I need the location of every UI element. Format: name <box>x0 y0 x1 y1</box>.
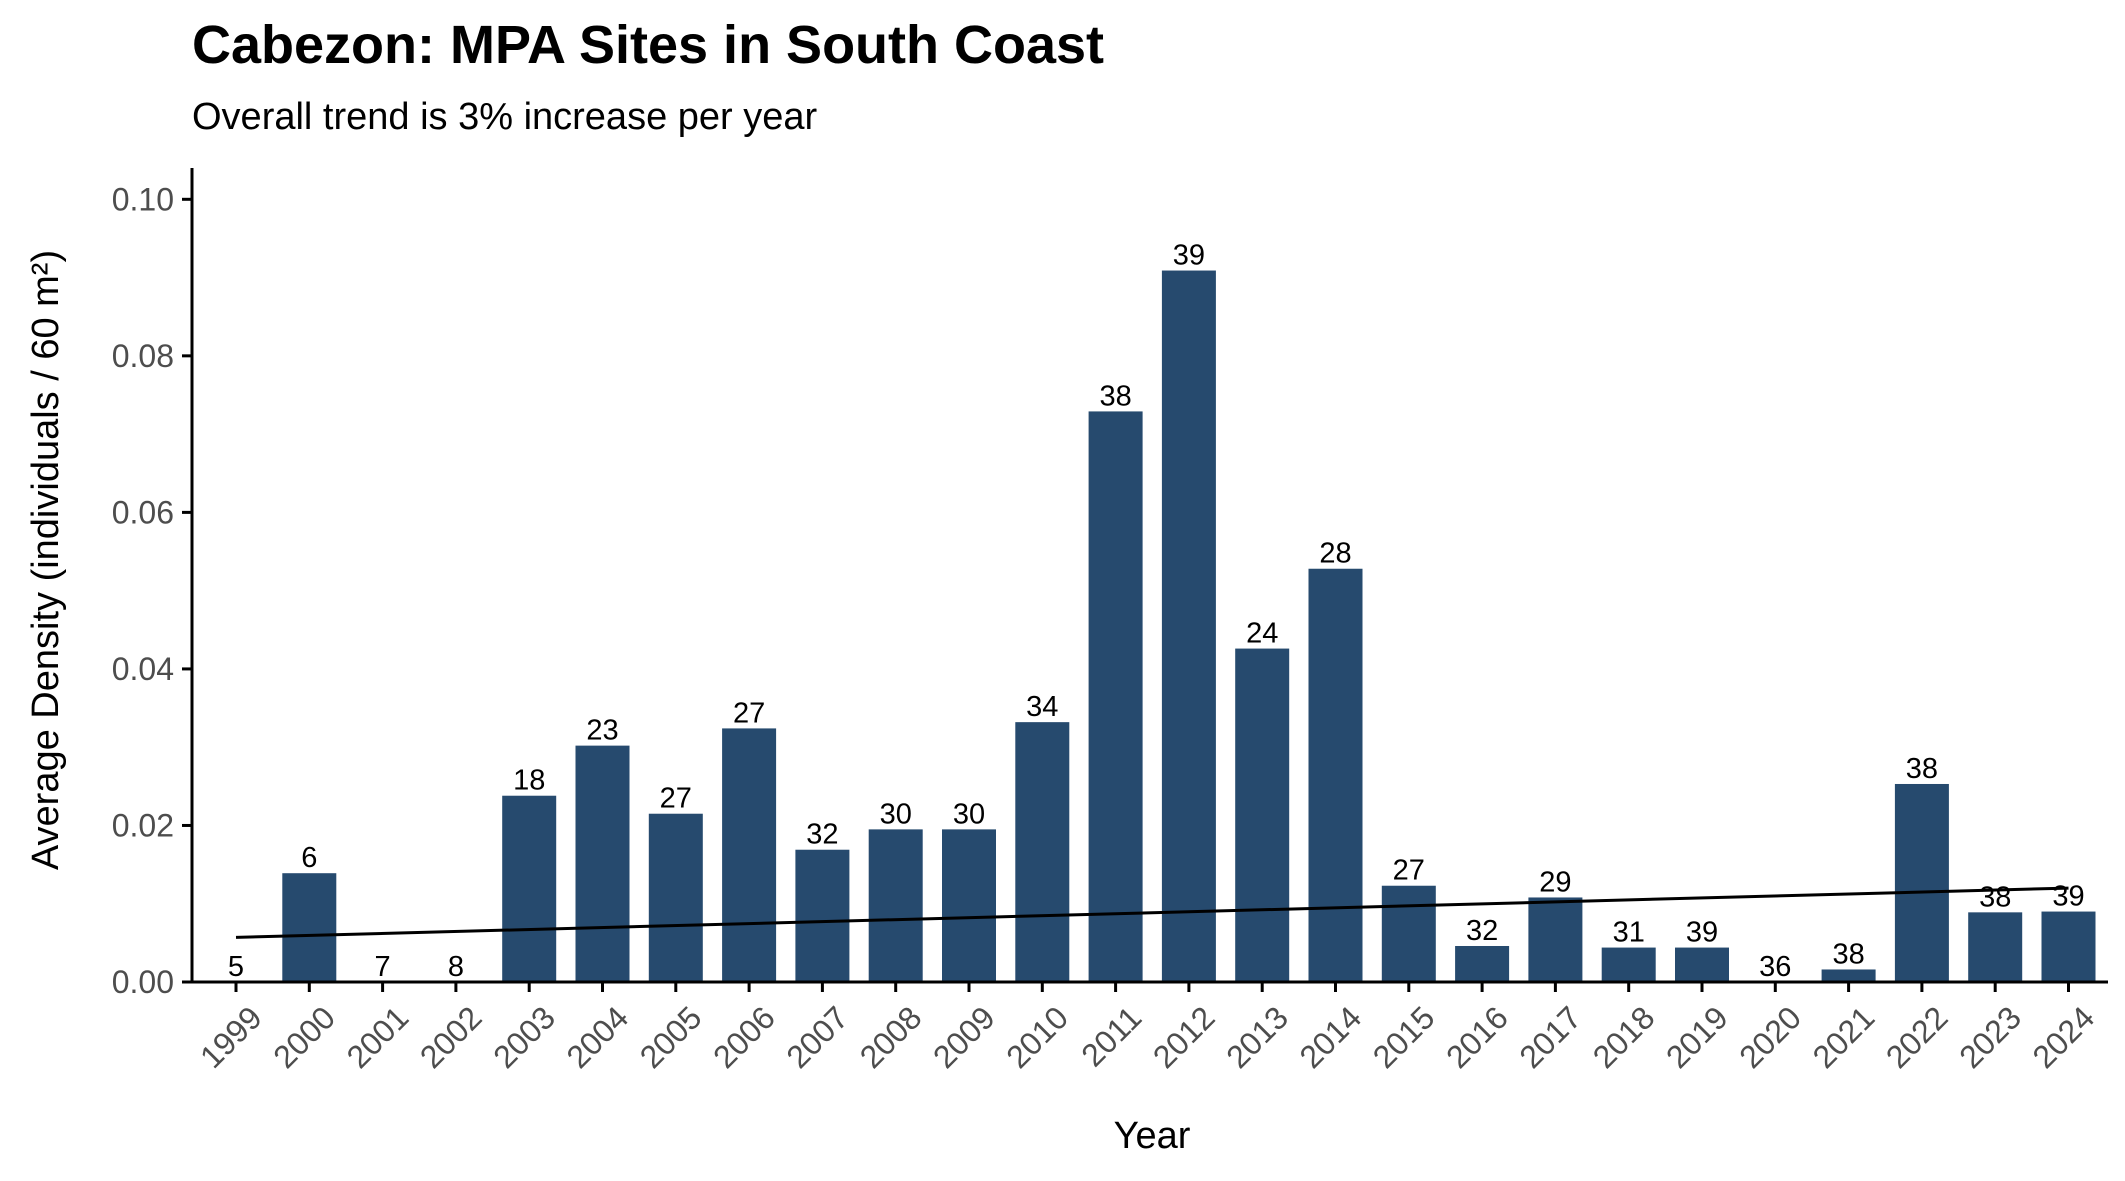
bar-2015 <box>1381 885 1436 982</box>
x-tick-label: 2015 <box>1366 999 1442 1075</box>
bar-count-label: 7 <box>375 951 391 983</box>
bar-2012 <box>1161 270 1216 982</box>
bar-2022 <box>1894 783 1949 982</box>
bar-count-label: 38 <box>1979 881 2011 913</box>
x-tick-label: 2016 <box>1439 999 1515 1075</box>
bar-count-label: 38 <box>1906 753 1938 785</box>
x-tick-label: 2011 <box>1074 999 1148 1073</box>
bar-count-label: 36 <box>1759 951 1791 983</box>
bar-2016 <box>1455 945 1510 982</box>
x-tick-label: 2012 <box>1146 999 1222 1075</box>
bar-2010 <box>1015 722 1070 982</box>
x-tick-label: 2004 <box>559 999 635 1075</box>
labels-layer: 5 6 7 8 18 23 27 27 32 30 30 34 38 39 24 28 27 32 29 31 39 36… <box>228 240 2085 983</box>
x-tick-label: 2009 <box>926 999 1002 1075</box>
bar-count-label: 24 <box>1246 618 1278 650</box>
x-tick-label: 2010 <box>999 999 1075 1075</box>
y-tick-label: 0.02 <box>112 807 174 843</box>
bar-2000 <box>282 873 337 982</box>
bar-2019 <box>1675 947 1729 982</box>
bar-count-label: 31 <box>1613 917 1645 949</box>
bar-2014 <box>1308 568 1363 982</box>
bar-2023 <box>1968 912 2023 982</box>
x-tick-label: 2008 <box>853 999 929 1075</box>
x-tick-label: 2017 <box>1512 999 1588 1075</box>
x-tick-label: 2000 <box>266 999 342 1075</box>
x-tick-label: 2001 <box>340 999 416 1075</box>
chart-subtitle: Overall trend is 3% increase per year <box>192 96 818 138</box>
bar-2004 <box>575 745 630 982</box>
bar-count-label: 39 <box>1173 240 1205 272</box>
bar-2003 <box>502 795 557 982</box>
x-axis-title: Year <box>1114 1115 1191 1157</box>
bar-count-label: 23 <box>586 715 618 747</box>
bar-count-label: 30 <box>953 798 985 830</box>
bar-2018 <box>1601 947 1656 982</box>
bar-count-label: 38 <box>1099 380 1131 412</box>
x-tick-label: 2005 <box>633 999 709 1075</box>
bar-count-label: 39 <box>1686 917 1718 949</box>
bar-count-label: 34 <box>1026 691 1058 723</box>
y-tick-label: 0.04 <box>112 651 174 687</box>
y-axis-title: Average Density (individuals / 60 m²) <box>25 250 67 870</box>
y-tick-label: 0.08 <box>112 338 174 374</box>
x-tick-label: 2020 <box>1732 999 1808 1075</box>
x-tick-label: 2014 <box>1292 999 1368 1075</box>
x-tick-label: 2022 <box>1879 999 1955 1075</box>
bar-count-label: 30 <box>880 798 912 830</box>
bar-count-label: 8 <box>448 951 464 983</box>
bar-count-label: 39 <box>2052 881 2084 913</box>
x-tick-label: 2003 <box>486 999 562 1075</box>
trend-layer <box>235 886 2069 939</box>
bar-2007 <box>795 849 850 982</box>
bars-layer <box>282 270 2096 982</box>
trend-line <box>235 886 2069 939</box>
bar-count-label: 5 <box>228 951 244 983</box>
x-tick-label: 2019 <box>1659 999 1735 1075</box>
bar-2009 <box>942 829 996 982</box>
bar-count-label: 6 <box>301 842 317 874</box>
bar-count-label: 32 <box>806 819 838 851</box>
bar-2024 <box>2041 911 2096 982</box>
x-tick-label: 2013 <box>1219 999 1295 1075</box>
x-tick-label: 1999 <box>193 999 269 1075</box>
bar-2021 <box>1821 969 1876 982</box>
bar-count-label: 32 <box>1466 915 1498 947</box>
chart-title: Cabezon: MPA Sites in South Coast <box>192 15 1105 75</box>
x-tick-label: 2002 <box>413 999 489 1075</box>
bar-2006 <box>722 728 777 982</box>
y-tick-label: 0.00 <box>112 964 174 1000</box>
x-tick-label: 2018 <box>1586 999 1662 1075</box>
x-tick-label: 2023 <box>1952 999 2028 1075</box>
y-tick-label: 0.06 <box>112 494 174 530</box>
bar-count-label: 29 <box>1539 866 1571 898</box>
bar-2005 <box>648 813 703 982</box>
x-tick-label: 2024 <box>2025 999 2101 1075</box>
bar-2013 <box>1235 648 1290 982</box>
y-tick-label: 0.10 <box>112 181 174 217</box>
x-tick-label: 2021 <box>1806 999 1882 1075</box>
bar-count-label: 27 <box>660 783 692 815</box>
bar-count-label: 28 <box>1319 538 1351 570</box>
bar-2011 <box>1088 411 1143 982</box>
bar-count-label: 27 <box>1393 855 1425 887</box>
x-tick-label: 2006 <box>706 999 782 1075</box>
bar-count-label: 18 <box>513 765 545 797</box>
x-tick-label: 2007 <box>779 999 855 1075</box>
bar-count-label: 27 <box>733 697 765 729</box>
bar-count-label: 38 <box>1832 938 1864 970</box>
bar-2008 <box>868 829 923 982</box>
bar-2017 <box>1528 897 1583 982</box>
